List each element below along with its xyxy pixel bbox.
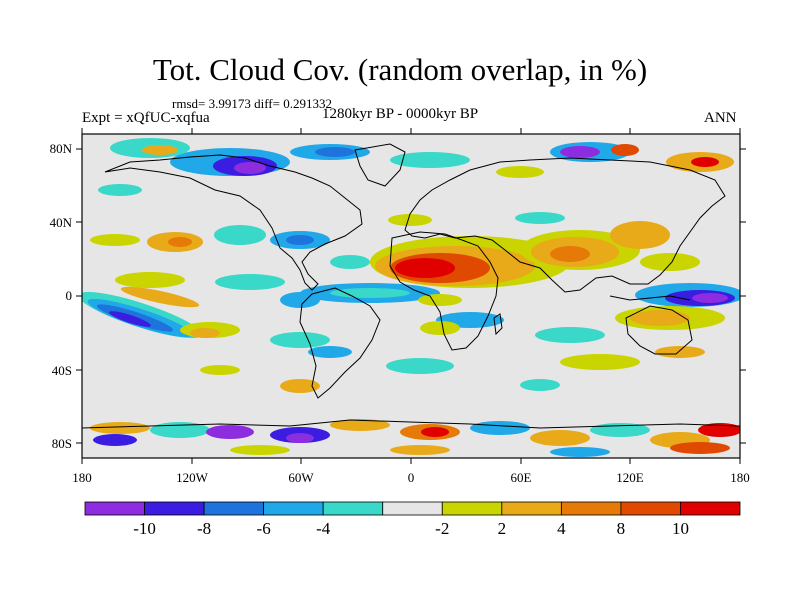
- colorbar-label: -6: [257, 519, 271, 538]
- colorbar-swatch: [501, 501, 562, 516]
- colorbar-label: 2: [498, 519, 507, 538]
- colorbar-label: -2: [435, 519, 449, 538]
- lon-label-180e: 180: [730, 470, 750, 485]
- anomaly-arctic: [98, 138, 734, 196]
- experiment-label: Expt = xQfUC-xqfua: [82, 110, 210, 126]
- season-label: ANN: [704, 110, 737, 126]
- latitude-axis: 80N 40N 0 40S 80S: [50, 141, 746, 451]
- lon-label-0: 0: [408, 470, 415, 485]
- colorbar-swatch: [382, 501, 443, 516]
- stats-line: rmsd= 3.99173 diff= 0.291332: [172, 96, 332, 111]
- lon-label-60w: 60W: [288, 470, 314, 485]
- anomaly-africa-asia: [370, 221, 700, 288]
- colorbar-swatch: [680, 501, 741, 516]
- lat-label-0: 0: [66, 288, 73, 303]
- colorbar-label: -10: [133, 519, 156, 538]
- colorbar-swatch: [441, 501, 503, 516]
- colorbar-swatch: [620, 501, 681, 516]
- colorbar-label: -4: [316, 519, 331, 538]
- lat-label-40n: 40N: [50, 215, 73, 230]
- map-panel: [82, 134, 740, 458]
- colorbar-swatch: [144, 501, 205, 516]
- lon-label-120w: 120W: [176, 470, 209, 485]
- colorbar-swatch: [263, 501, 324, 516]
- colorbar-swatch: [84, 501, 145, 516]
- anomaly-northern-midlatitudes: [90, 212, 565, 269]
- longitude-axis: 180 120W 60W 0 60E 120E 180: [72, 128, 750, 485]
- colorbar-label: 8: [617, 519, 626, 538]
- colorbar-swatch: [322, 501, 384, 516]
- period-label: 1280kyr BP - 0000kyr BP: [322, 106, 479, 122]
- colorbar-label: -8: [197, 519, 211, 538]
- colorbar: -10 -8 -6 -4 -2 2 4 8 10: [84, 501, 741, 538]
- lon-label-120e: 120E: [616, 470, 644, 485]
- colorbar-label: 4: [557, 519, 566, 538]
- lon-label-180w: 180: [72, 470, 92, 485]
- lat-label-80s: 80S: [52, 436, 72, 451]
- anomaly-southern-midlatitudes: [200, 346, 705, 393]
- colorbar-swatch: [560, 501, 622, 516]
- anomaly-south-pacific: [82, 286, 352, 358]
- lat-label-40s: 40S: [52, 363, 72, 378]
- coastlines: [82, 143, 740, 429]
- colorbar-swatch: [203, 501, 265, 516]
- map-title: Tot. Cloud Cov. (random overlap, in %): [152, 52, 648, 87]
- colorbar-label: 10: [672, 519, 689, 538]
- lat-label-80n: 80N: [50, 141, 73, 156]
- lon-label-60e: 60E: [511, 470, 532, 485]
